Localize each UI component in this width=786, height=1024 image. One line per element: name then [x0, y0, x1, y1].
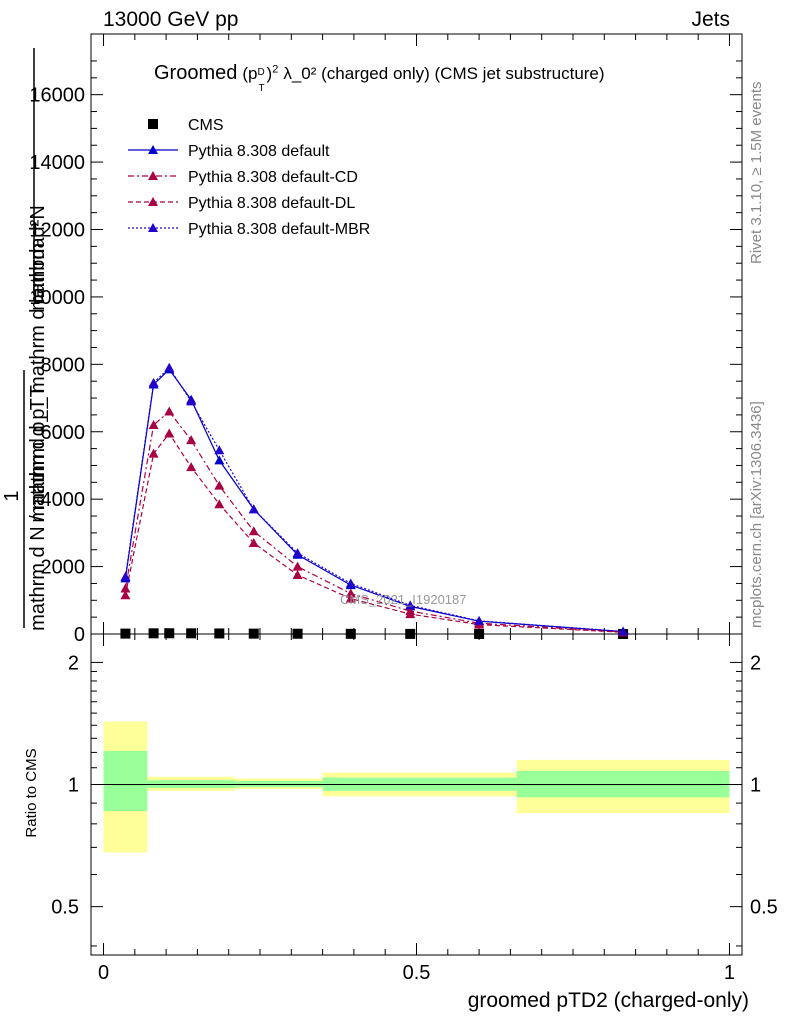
legend-label-2: Pythia 8.308 default-CD — [188, 169, 358, 186]
ratio-y-tick-label-right: 1 — [750, 775, 761, 797]
ratio-stat-band-0 — [103, 750, 148, 812]
legend-marker-cms — [148, 119, 158, 129]
plot-title-suffix: λ_0² (charged only) (CMS jet substructur… — [283, 64, 605, 83]
y-tick-label: 10000 — [29, 287, 85, 309]
y-tick-label: 0 — [74, 624, 85, 646]
x-tick-label: 0 — [98, 962, 109, 984]
top-y-label-line2: mathrm d p_T mathrm d lambda — [27, 236, 49, 522]
ratio-y-tick-label: 0.5 — [51, 897, 79, 919]
side-label-rivet: Rivet 3.1.10, ≥ 1.5M events — [748, 82, 765, 265]
ratio-y-tick-label: 1 — [68, 775, 79, 797]
series-marker-2 — [120, 583, 131, 593]
legend-marker-4 — [148, 223, 158, 232]
series-marker-1 — [214, 455, 225, 465]
cms-data-point — [292, 628, 303, 639]
x-tick-label: 0.5 — [403, 962, 431, 984]
series-layer — [120, 362, 629, 639]
series-marker-2 — [248, 526, 259, 536]
ratio-y-tick-label-right: 2 — [750, 652, 761, 674]
cms-data-point — [120, 628, 131, 639]
top-y-label-line4: mathrm d N / mathrm d p_T — [27, 385, 49, 631]
series-marker-4 — [214, 445, 225, 455]
series-marker-4 — [248, 504, 259, 514]
watermark: CMS_2021_I1920187 — [340, 592, 467, 607]
series-line-2 — [124, 410, 624, 633]
x-axis-label: groomed pTD2 (charged-only) — [468, 989, 749, 1012]
series-marker-2 — [186, 435, 197, 445]
cms-data-point — [186, 628, 197, 639]
ratio-bands — [91, 721, 742, 853]
ratio-y-label: Ratio to CMS — [23, 748, 40, 837]
series-marker-4 — [292, 548, 303, 558]
top-y-label-line3: 1 — [1, 490, 23, 501]
series-marker-3 — [345, 593, 356, 603]
header-left: 13000 GeV pp — [103, 8, 239, 31]
y-tick-label: 6000 — [41, 422, 86, 444]
cms-data-point — [164, 628, 175, 639]
series-marker-3 — [120, 590, 131, 600]
series-marker-4 — [120, 571, 131, 581]
y-tick-label: 2000 — [41, 557, 86, 579]
ratio-y-tick-label-right: 0.5 — [750, 897, 778, 919]
series-marker-2 — [292, 561, 303, 571]
legend-label-4: Pythia 8.308 default-MBR — [188, 221, 370, 238]
x-tick-label: 1 — [724, 962, 735, 984]
legend-label-1: Pythia 8.308 default — [188, 143, 330, 160]
axis-ticks: 0 0.5 1 0 2000 4000 6000 8000 10000 12000 14000 160… — [29, 34, 778, 984]
cms-data-point — [148, 628, 159, 639]
y-tick-label: 12000 — [29, 220, 85, 242]
header-right: Jets — [691, 8, 730, 31]
series-marker-4 — [186, 396, 197, 406]
series-marker-3 — [248, 537, 259, 547]
series-marker-3 — [405, 609, 416, 619]
y-tick-label: 8000 — [41, 354, 86, 376]
series-marker-4 — [618, 626, 629, 636]
y-tick-label: 14000 — [29, 152, 85, 174]
series-marker-2 — [214, 480, 225, 490]
top-y-label: mathrm d²N mathrm d p_T mathrm d lambda … — [1, 48, 49, 631]
series-marker-4 — [148, 377, 159, 387]
legend-marker-3 — [148, 197, 158, 206]
legend-marker-1 — [148, 145, 158, 154]
series-marker-2 — [148, 420, 159, 430]
cms-data-point — [248, 628, 259, 639]
series-line-4 — [124, 366, 624, 633]
side-label-mcplots: mcplots.cern.ch [arXiv:1306.3436] — [748, 401, 765, 628]
legend-label-3: Pythia 8.308 default-DL — [188, 195, 355, 212]
series-marker-2 — [164, 406, 175, 416]
series-marker-4 — [345, 578, 356, 588]
cms-data-point — [214, 628, 225, 639]
series-marker-3 — [186, 462, 197, 472]
series-marker-4 — [405, 600, 416, 610]
top-y-label-line1: mathrm d²N — [27, 205, 49, 311]
legend: CMS Pythia 8.308 default Pythia 8.308 defa… — [128, 117, 370, 238]
series-marker-3 — [148, 448, 159, 458]
cms-data-point — [405, 628, 416, 639]
series-marker-4 — [474, 615, 485, 625]
series-marker-2 — [345, 588, 356, 598]
series-marker-3 — [164, 428, 175, 438]
legend-label-0: CMS — [188, 117, 224, 134]
plot-title-math: (p D T)2 — [242, 63, 279, 94]
y-tick-label: 16000 — [29, 85, 85, 107]
plot-title: Groomed (p D T)2 λ_0² (charged only) (CMS … — [154, 62, 605, 94]
series-marker-4 — [164, 362, 175, 372]
cms-data-point — [345, 628, 356, 639]
ratio-y-tick-label: 2 — [68, 652, 79, 674]
cms-data-point — [474, 628, 485, 639]
series-marker-3 — [292, 570, 303, 580]
y-tick-label: 4000 — [41, 489, 86, 511]
series-marker-3 — [214, 499, 225, 509]
plot-title-prefix: Groomed — [154, 62, 238, 84]
legend-marker-2 — [148, 171, 158, 180]
